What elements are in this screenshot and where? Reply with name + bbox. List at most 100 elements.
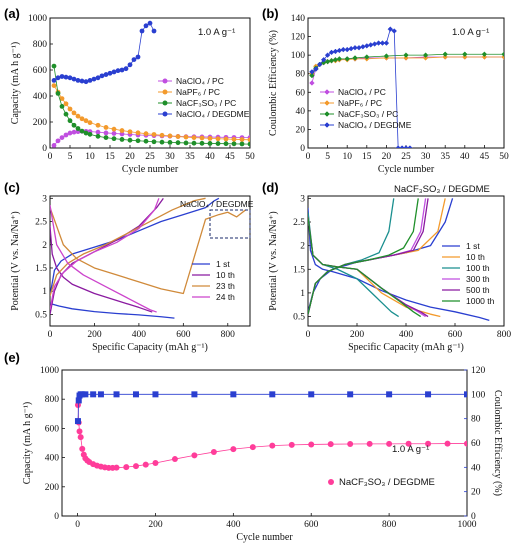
data-point [167,140,173,145]
series-7 [50,205,157,313]
data-point [59,96,65,101]
y-tick-label: 1 [300,289,305,299]
data-point [51,78,57,83]
data-point [63,111,69,117]
y-axis-right-label: Coulombic Efficiency (%) [492,390,503,496]
legend-label: 1000 th [466,296,495,306]
data-point [391,28,397,34]
data-point [152,460,159,467]
data-point [95,122,101,128]
data-point [143,138,149,144]
data-point [340,46,347,53]
data-point [223,136,229,142]
data-point [152,391,159,398]
data-point [352,55,358,61]
y-tick-label: 60 [296,88,306,98]
series-line [50,198,160,310]
panel-title: NaClO₄ / DEGDME [180,199,254,209]
x-tick-label: 800 [382,520,397,530]
legend-label: NaClO₄ / DEGDME [338,120,412,130]
data-point [199,140,205,146]
x-axis-label: Cycle number [236,532,293,543]
legend-label: NaClO₄ / PC [176,76,224,86]
data-point [143,131,149,137]
data-point [76,428,83,435]
series-4 [51,20,157,85]
x-tick-label: 30 [421,152,431,162]
y-tick-label: 600 [33,66,48,76]
series-6 [50,197,206,297]
data-point [71,129,77,135]
data-point [111,69,117,75]
x-tick-label: 600 [448,330,463,340]
data-point [71,122,77,128]
x-tick-label: 800 [497,330,512,340]
data-point [327,441,334,448]
data-point [356,44,362,51]
y-right-tick-label: 60 [471,439,481,449]
series-line [77,405,467,469]
x-tick-label: 0 [48,330,53,340]
y-axis-label: Capacity (mA h g⁻¹) [22,402,33,484]
legend-label: 1 st [216,259,230,269]
y-tick-label: 1 [42,287,47,297]
data-point [147,20,153,26]
series-3 [309,51,504,79]
x-tick-label: 600 [304,520,319,530]
x-tick-label: 50 [245,152,255,162]
data-point [151,28,157,34]
legend-label: NaClO₄ / DEGDME [176,109,250,119]
y-tick-label: 0 [300,144,305,154]
data-point [103,135,109,141]
data-point [347,391,354,398]
data-point [79,78,85,84]
y-tick-label: 100 [291,51,306,61]
data-point [317,61,323,68]
y-tick-label: 0 [42,144,47,154]
data-point [79,128,85,134]
data-point [481,54,488,60]
data-point [352,44,358,51]
x-tick-label: 40 [460,152,470,162]
x-tick-label: 15 [105,152,115,162]
data-point [366,440,373,447]
data-point [67,75,73,81]
y-right-tick-label: 80 [471,415,481,425]
x-tick-label: 45 [225,152,235,162]
data-point [386,440,393,447]
data-point [63,74,69,80]
legend-label: 300 th [466,274,490,284]
data-point [74,418,81,425]
data-point [383,40,390,46]
data-point [364,54,370,60]
data-point [464,391,467,398]
data-point [175,140,181,146]
data-point [344,56,350,62]
y-axis-label: Potential (V vs. Na/Na⁺) [10,211,21,311]
panel-1: (a) 0 5 10 15 20 25 30 35 40 45 50 0 200 400 600 800 1000… [4,6,255,175]
series-8 [50,198,160,310]
data-point [151,132,157,137]
y-tick-label: 0.5 [35,310,47,320]
y-tick-label: 1.5 [293,265,305,275]
data-point [107,70,113,76]
data-point [90,391,97,398]
data-point [348,45,354,52]
data-point [135,138,141,144]
series-3 [50,226,153,313]
data-point [501,51,504,57]
data-point [249,444,256,451]
series-line [308,198,395,315]
data-point [71,110,77,116]
panel-4: (d) 0 200 400 600 800 0.5 1 1.5 2 2.5 3 Specific Cap… [262,180,511,353]
zoom-box [209,209,251,239]
data-point [83,79,89,85]
series-line [53,22,155,83]
data-point [309,69,315,75]
legend-label: 10 th [466,252,485,262]
x-tick-label: 800 [221,330,236,340]
data-point [328,57,335,64]
y-tick-label: 3 [42,194,47,204]
panel-label: (a) [4,6,20,21]
